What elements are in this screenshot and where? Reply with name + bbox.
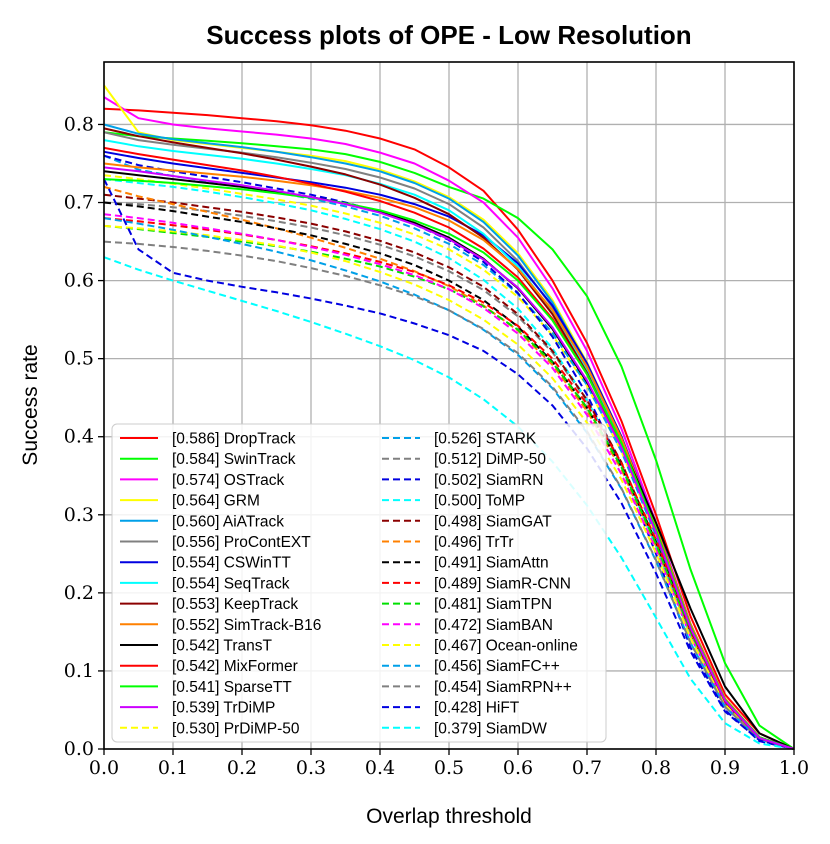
legend-label: [0.500] ToMP xyxy=(434,493,525,510)
legend-box xyxy=(111,423,607,743)
y-tick-label: 0.4 xyxy=(64,426,94,448)
series-line-10 xyxy=(103,170,795,750)
axis-ticks: 0.0 0.1 0.2 0.3 0.4 0.5 0.6 0.7 0.8 0.9 1.0 0.0 0.1 0… xyxy=(64,113,809,779)
legend-label: [0.553] KeepTrack xyxy=(172,596,298,613)
x-tick-label: 1.0 xyxy=(779,757,809,779)
legend-label: [0.541] SparseTT xyxy=(172,679,292,696)
legend-label: [0.554] CSWinTT xyxy=(172,555,291,572)
series-line-24 xyxy=(103,213,795,750)
legend-label: [0.542] MixFormer xyxy=(172,658,298,675)
y-tick-label: 0.3 xyxy=(64,504,94,526)
y-tick-label: 0.5 xyxy=(64,348,94,370)
series-line-27 xyxy=(103,240,795,750)
series-line-28 xyxy=(103,178,795,750)
x-tick-label: 0.7 xyxy=(572,757,602,779)
x-tick-label: 0.0 xyxy=(89,757,119,779)
legend-label: [0.554] SeqTrack xyxy=(172,575,290,592)
legend-label: [0.428] HiFT xyxy=(434,700,520,717)
legend-label: [0.526] STARK xyxy=(434,431,537,448)
y-tick-label: 0.0 xyxy=(64,738,94,760)
y-tick-label: 0.2 xyxy=(64,582,94,604)
legend-label: [0.467] Ocean-online xyxy=(434,638,578,655)
legend-label: [0.539] TrDiMP xyxy=(172,700,275,717)
legend-label: [0.542] TransT xyxy=(172,638,272,655)
legend-label: [0.379] SiamDW xyxy=(434,720,547,737)
series-line-25 xyxy=(103,224,795,750)
legend-label: [0.586] DropTrack xyxy=(172,431,296,448)
x-tick-label: 0.3 xyxy=(296,757,326,779)
y-tick-label: 0.6 xyxy=(64,270,94,292)
legend-label: [0.456] SiamFC++ xyxy=(434,658,560,675)
legend-label: [0.496] TrTr xyxy=(434,534,514,551)
legend-label: [0.502] SiamRN xyxy=(434,472,543,489)
series-line-1 xyxy=(103,131,795,750)
chart-title: Success plots of OPE - Low Resolution xyxy=(206,20,691,50)
legend-label: [0.560] AiATrack xyxy=(172,513,284,530)
legend-label: [0.564] GRM xyxy=(172,493,260,510)
x-tick-label: 0.1 xyxy=(158,757,188,779)
legend-label: [0.556] ProContEXT xyxy=(172,534,311,551)
legend-label: [0.552] SimTrack-B16 xyxy=(172,617,321,634)
legend-label: [0.512] DiMP-50 xyxy=(434,451,546,468)
x-tick-label: 0.5 xyxy=(434,757,464,779)
y-tick-label: 0.8 xyxy=(64,113,94,135)
y-axis-label: Success rate xyxy=(19,344,42,465)
series-line-13 xyxy=(103,166,795,750)
series-line-29 xyxy=(103,256,795,750)
x-axis-label: Overlap threshold xyxy=(366,805,532,828)
series-lines xyxy=(103,84,795,750)
x-tick-label: 0.6 xyxy=(503,757,533,779)
legend-label: [0.454] SiamRPN++ xyxy=(434,679,572,696)
legend-label: [0.491] SiamAttn xyxy=(434,555,549,572)
series-line-15 xyxy=(103,154,795,750)
x-tick-label: 0.8 xyxy=(641,757,671,779)
x-tick-label: 0.2 xyxy=(227,757,257,779)
legend-label: [0.481] SiamTPN xyxy=(434,596,552,613)
x-tick-label: 0.9 xyxy=(710,757,740,779)
legend-label: [0.489] SiamR-CNN xyxy=(434,575,571,592)
y-tick-label: 0.7 xyxy=(64,192,94,214)
legend-label: [0.584] SwinTrack xyxy=(172,451,296,468)
legend-label: [0.530] PrDiMP-50 xyxy=(172,720,300,737)
legend-label: [0.498] SiamGAT xyxy=(434,513,552,530)
legend-label: [0.574] OSTrack xyxy=(172,472,285,489)
y-tick-label: 0.1 xyxy=(64,660,94,682)
series-line-16 xyxy=(103,201,795,750)
legend: [0.586] DropTrack [0.584] SwinTrack [0.574… xyxy=(111,423,607,743)
x-tick-label: 0.4 xyxy=(365,757,395,779)
legend-label: [0.472] SiamBAN xyxy=(434,617,553,634)
